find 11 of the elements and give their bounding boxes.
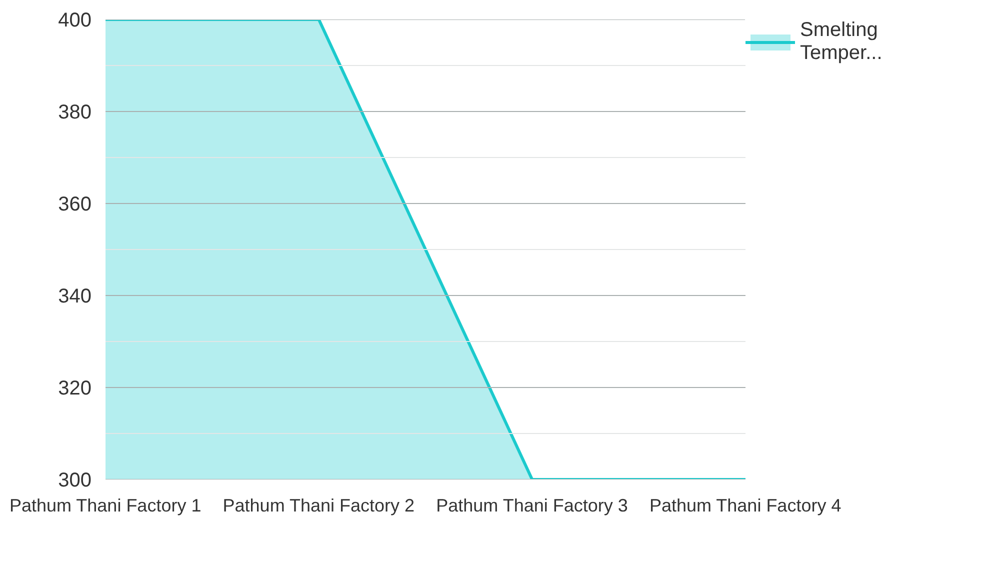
y-tick-label: 320 (58, 378, 92, 400)
y-tick-label: 380 (58, 102, 92, 124)
y-tick-label: 340 (58, 286, 92, 308)
x-tick-label: Pathum Thani Factory 1 (9, 496, 202, 516)
y-tick-label: 360 (58, 194, 92, 216)
x-tick-label: Pathum Thani Factory 2 (222, 496, 415, 516)
y-tick-label: 400 (58, 10, 92, 32)
y-tick-label: 300 (58, 470, 92, 492)
x-tick-label: Pathum Thani Factory 4 (649, 496, 842, 516)
legend-label: Smelting Temper... (800, 19, 882, 65)
x-tick-label: Pathum Thani Factory 3 (436, 496, 628, 516)
